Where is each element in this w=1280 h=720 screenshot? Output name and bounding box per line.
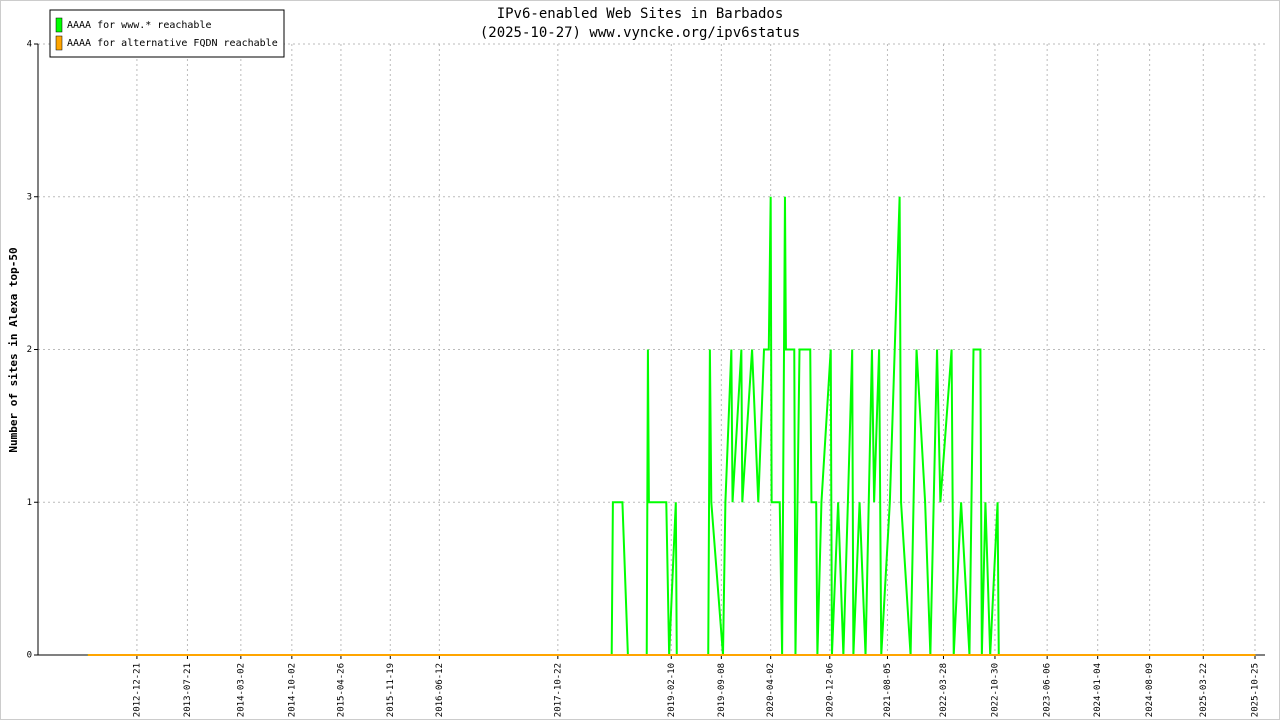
chart-title: IPv6-enabled Web Sites in Barbados [497,6,784,22]
x-tick-label: 2014-03-02 [236,663,246,717]
x-tick-label: 2025-03-22 [1199,663,1209,717]
x-tick-label: 2022-10-30 [990,663,1000,717]
x-tick-label: 2020-12-06 [825,663,835,717]
y-tick-label: 3 [27,192,32,202]
x-tick-label: 2015-11-19 [386,663,396,717]
y-tick-label: 1 [27,498,32,508]
x-tick-label: 2012-12-21 [132,663,142,717]
x-tick-label: 2021-08-05 [883,663,893,717]
x-tick-label: 2020-04-02 [766,663,776,717]
x-tick-label: 2017-10-22 [553,663,563,717]
legend-swatch [55,17,63,33]
x-tick-label: 2024-08-09 [1145,663,1155,717]
y-tick-label: 4 [27,40,32,50]
y-tick-label: 0 [27,651,32,661]
x-tick-label: 2023-06-06 [1043,663,1053,717]
legend-box [49,9,285,58]
x-tick-label: 2022-03-28 [939,663,949,717]
legend-label: AAAA for alternative FQDN reachable [67,38,278,49]
legend: AAAA for www.* reachable AAAA for alterna… [49,9,285,58]
x-tick-label: 2025-10-25 [1250,663,1260,717]
x-tick-label: 2014-10-02 [287,663,297,717]
x-tick-label: 2013-07-21 [183,663,193,717]
x-tick-label: 2015-04-26 [336,663,346,717]
x-tick-label: 2019-09-08 [717,663,727,717]
x-tick-label: 2019-02-10 [667,663,677,717]
legend-swatch [55,35,63,51]
y-tick-label: 2 [27,345,32,355]
x-tick-label: 2024-01-04 [1093,663,1103,717]
x-tick-label: 2016-06-12 [435,663,445,717]
y-axis-title: Number of sites in Alexa top-50 [7,247,20,452]
legend-label: AAAA for www.* reachable [67,20,212,31]
chart-subtitle: (2025-10-27) www.vyncke.org/ipv6status [480,25,800,41]
